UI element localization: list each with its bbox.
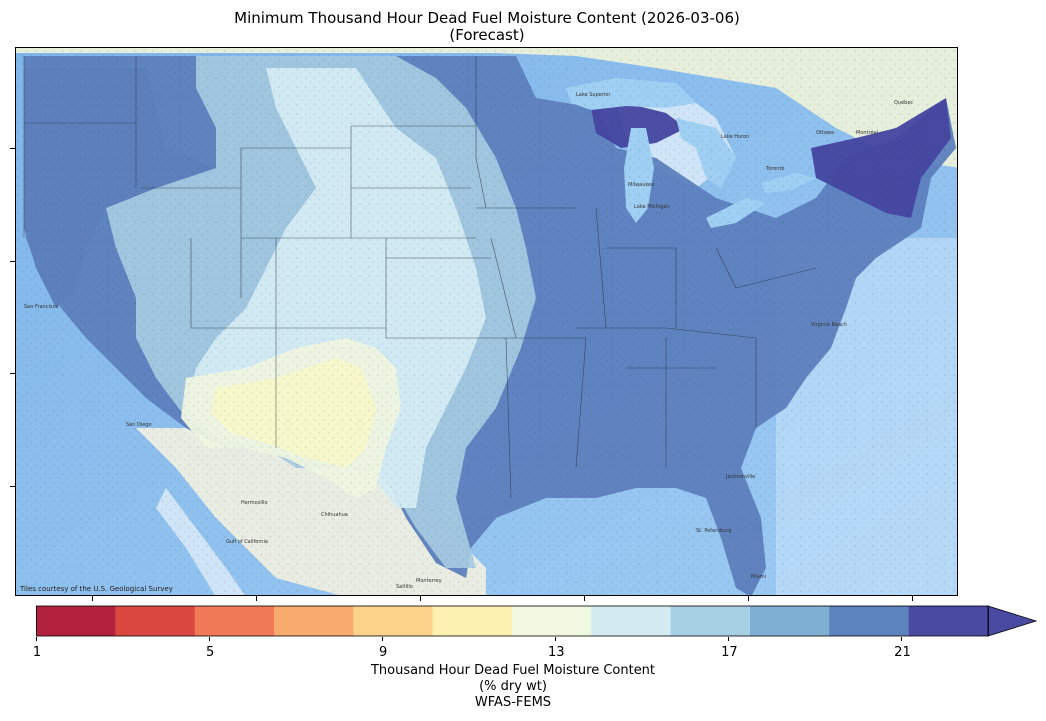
- label-saltillo: Saltillo: [396, 584, 413, 590]
- colorbar-segment: [512, 606, 592, 636]
- colorbar-extend-arrow: [987, 605, 1038, 637]
- label-st-petersburg: St. Petersburg: [696, 528, 731, 534]
- colorbar-tick: [382, 637, 384, 641]
- label-lake-superior: Lake Superior: [576, 92, 611, 98]
- observation-stipple: [16, 48, 957, 595]
- y-axis-tick: [10, 486, 15, 487]
- colorbar-tick-label: 13: [547, 645, 565, 660]
- x-axis-tick: [420, 596, 421, 601]
- tile-credit: Tiles courtesy of the U.S. Geological Su…: [20, 585, 173, 593]
- colorbar-segment: [274, 606, 354, 636]
- colorbar-segment: [353, 606, 434, 636]
- label-virginia-beach: Virginia Beach: [811, 322, 847, 328]
- label-toronto: Toronto: [765, 166, 784, 172]
- label-san-diego: San Diego: [126, 422, 152, 428]
- colorbar-tick-label: 17: [721, 645, 738, 660]
- label-miami: Miami: [751, 574, 766, 580]
- colorbar-tick: [728, 637, 730, 641]
- colorbar-segment: [908, 606, 988, 636]
- colorbar-tick-label: 5: [205, 645, 215, 660]
- label-jacksonville: Jacksonville: [725, 474, 755, 480]
- label-san-francisco: San Francisco: [24, 304, 58, 310]
- label-gulf-of-california: Gulf of California: [226, 539, 268, 545]
- y-axis-tick: [10, 148, 15, 149]
- colorbar-tick-label: 1: [32, 645, 42, 660]
- state-boundaries: [23, 56, 817, 499]
- colorbar-tick: [209, 637, 211, 641]
- colorbar-segment: [591, 606, 672, 636]
- colorbar-tick-label: 9: [379, 645, 388, 660]
- label-lake-michigan: Lake Michigan: [634, 204, 670, 210]
- map-svg: Lake Superior Milwaukee Lake Michigan La…: [16, 48, 957, 595]
- y-axis-tick: [10, 373, 15, 374]
- colorbar: [36, 605, 1038, 637]
- colorbar-segment: [670, 606, 751, 636]
- y-axis-tick: [10, 261, 15, 262]
- colorbar-tick: [555, 637, 557, 641]
- colorbar-tick: [36, 637, 37, 641]
- x-axis-tick: [92, 596, 93, 601]
- colorbar-label: Thousand Hour Dead Fuel Moisture Content: [370, 663, 656, 678]
- label-monterrey: Monterrey: [416, 578, 442, 584]
- x-axis-tick: [748, 596, 749, 601]
- x-axis-tick: [912, 596, 913, 601]
- colorbar-tick: [901, 637, 903, 641]
- map-subtitle: (Forecast): [449, 26, 525, 44]
- colorbar-units: (% dry wt): [479, 679, 547, 694]
- label-milwaukee: Milwaukee: [628, 182, 654, 188]
- colorbar-segment: [432, 606, 513, 636]
- map-title: Minimum Thousand Hour Dead Fuel Moisture…: [234, 9, 740, 27]
- colorbar-source: WFAS-FEMS: [474, 695, 552, 710]
- label-quebec: Québec: [894, 99, 913, 106]
- label-montreal: Montréal: [856, 129, 878, 136]
- map-canvas[interactable]: Lake Superior Milwaukee Lake Michigan La…: [15, 47, 958, 596]
- colorbar-segment: [750, 606, 830, 636]
- label-lake-huron: Lake Huron: [721, 134, 749, 140]
- x-axis-tick: [256, 596, 257, 601]
- colorbar-segment: [36, 606, 116, 636]
- colorbar-tick-label: 21: [894, 645, 911, 660]
- label-ottawa: Ottawa: [816, 130, 834, 136]
- colorbar-segment: [829, 606, 910, 636]
- label-hermosillo: Hermosillo: [241, 500, 268, 506]
- x-axis-tick: [584, 596, 585, 601]
- label-chihuahua: Chihuahua: [321, 512, 348, 518]
- colorbar-segment: [194, 606, 275, 636]
- colorbar-outline: [36, 605, 989, 637]
- colorbar-segment: [115, 606, 196, 636]
